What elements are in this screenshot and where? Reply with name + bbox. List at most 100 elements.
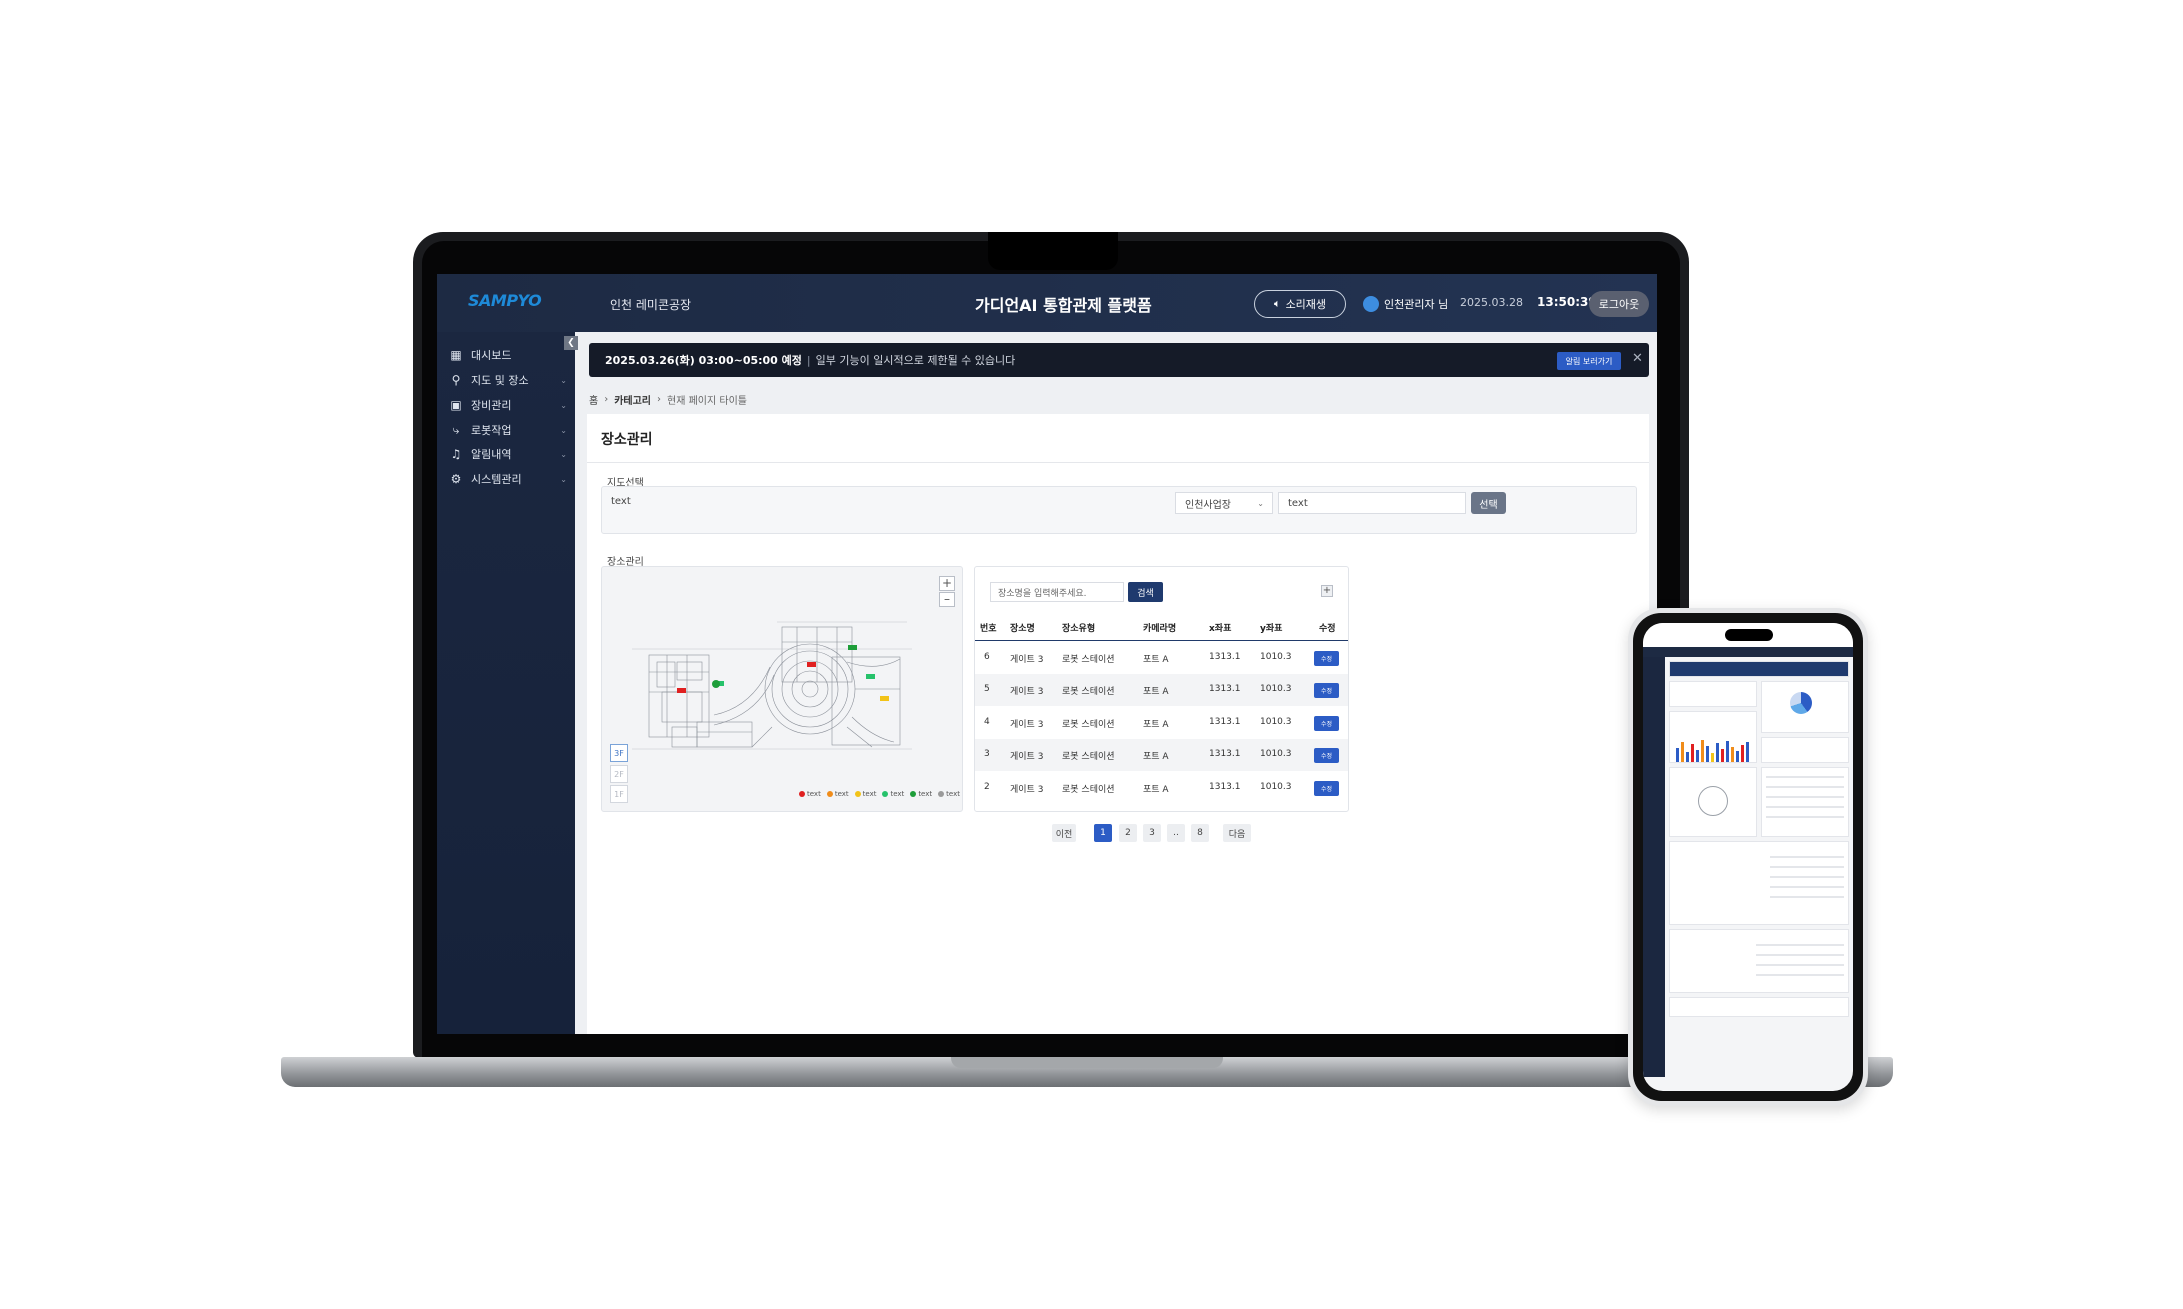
sound-play-button[interactable]: 🔈︎ 소리재생 bbox=[1254, 290, 1346, 318]
edit-button[interactable]: 수정 bbox=[1314, 683, 1339, 698]
next-page-button[interactable]: 다음 bbox=[1223, 824, 1251, 842]
col-camera[interactable]: 카메라명 bbox=[1143, 624, 1177, 634]
page-ellipsis: .. bbox=[1167, 824, 1185, 842]
phone-gauge-card bbox=[1669, 681, 1757, 707]
bell-icon: ♫ bbox=[450, 447, 462, 461]
floor-button-2f[interactable]: 2F bbox=[610, 765, 628, 783]
floor-map-panel[interactable]: + – bbox=[601, 566, 963, 812]
col-no[interactable]: 번호 bbox=[980, 624, 997, 634]
page-button-1[interactable]: 1 bbox=[1094, 824, 1112, 842]
map-select-box: text 인천사업장 ⌄ text 선택 bbox=[601, 486, 1637, 534]
cell-name: 게이트 3 bbox=[1010, 720, 1044, 730]
chevron-right-icon: › bbox=[657, 394, 662, 405]
map-text-input[interactable]: text bbox=[1278, 492, 1466, 514]
legend-dot-icon bbox=[826, 791, 833, 797]
zoom-out-icon[interactable]: – bbox=[939, 592, 955, 607]
breadcrumb-category[interactable]: 카테고리 bbox=[614, 396, 652, 407]
map-select-label: 지도선택 bbox=[607, 478, 644, 489]
logout-button[interactable]: 로그아웃 bbox=[1589, 291, 1649, 317]
site-dropdown[interactable]: 인천사업장 ⌄ bbox=[1175, 492, 1273, 514]
phone-app-sidebar bbox=[1643, 657, 1665, 1077]
table-row[interactable]: 4 게이트 3 로봇 스테이션 포트 A 1313.1 1010.3 수정 bbox=[975, 707, 1348, 739]
current-date: 2025.03.28 bbox=[1460, 296, 1523, 309]
current-time: 13:50:39 bbox=[1537, 295, 1597, 309]
page-button-3[interactable]: 3 bbox=[1143, 824, 1161, 842]
cell-y: 1010.3 bbox=[1260, 782, 1292, 792]
page-button-8[interactable]: 8 bbox=[1191, 824, 1209, 842]
legend-dot-icon bbox=[799, 791, 805, 797]
cell-no: 4 bbox=[984, 717, 990, 727]
page-button-2[interactable]: 2 bbox=[1119, 824, 1137, 842]
sidebar-item-label: 대시보드 bbox=[471, 349, 512, 362]
chevron-down-icon: ⌄ bbox=[560, 400, 567, 410]
close-icon[interactable]: ✕ bbox=[1632, 351, 1643, 366]
chevron-down-icon: ⌄ bbox=[560, 375, 567, 385]
legend-label: text bbox=[862, 790, 877, 798]
floor-button-3f[interactable]: 3F bbox=[610, 744, 628, 762]
sidebar-item-equipment[interactable]: ▣ 장비관리 ⌄ bbox=[437, 390, 575, 420]
col-type[interactable]: 장소유형 bbox=[1062, 624, 1096, 634]
sidebar-item-alerts[interactable]: ♫ 알림내역 ⌄ bbox=[437, 439, 575, 469]
phone-list-line bbox=[1770, 886, 1844, 888]
cell-type: 로봇 스테이션 bbox=[1062, 720, 1115, 730]
edit-button[interactable]: 수정 bbox=[1314, 748, 1339, 763]
title-divider bbox=[587, 462, 1649, 463]
zoom-in-icon[interactable]: + bbox=[939, 576, 955, 591]
marker-red-2[interactable] bbox=[807, 662, 816, 667]
edit-button[interactable]: 수정 bbox=[1314, 781, 1339, 796]
cell-camera: 포트 A bbox=[1143, 785, 1169, 795]
cell-type: 로봇 스테이션 bbox=[1062, 687, 1115, 697]
table-row[interactable]: 6 게이트 3 로봇 스테이션 포트 A 1313.1 1010.3 수정 bbox=[975, 642, 1348, 674]
floor-button-1f[interactable]: 1F bbox=[610, 785, 628, 803]
phone-bar-icon bbox=[1681, 742, 1684, 762]
map-select-text: text bbox=[611, 496, 631, 507]
sidebar-item-system[interactable]: ⚙ 시스템관리 ⌄ bbox=[437, 464, 575, 494]
sidebar-item-dashboard[interactable]: ▦ 대시보드 bbox=[437, 340, 575, 370]
search-button[interactable]: 검색 bbox=[1128, 582, 1163, 602]
marker-red[interactable] bbox=[677, 688, 686, 693]
table-row[interactable]: 2 게이트 3 로봇 스테이션 포트 A 1313.1 1010.3 수정 bbox=[975, 772, 1348, 804]
sidebar-item-robot-work[interactable]: ⤷ 로봇작업 ⌄ bbox=[437, 415, 575, 445]
marker-yellow[interactable] bbox=[880, 696, 889, 701]
prev-page-button[interactable]: 이전 bbox=[1052, 824, 1076, 842]
col-y[interactable]: y좌표 bbox=[1260, 624, 1283, 634]
marker-dark-green[interactable] bbox=[848, 645, 857, 650]
phone-list-line bbox=[1766, 786, 1844, 788]
table-row[interactable]: 3 게이트 3 로봇 스테이션 포트 A 1313.1 1010.3 수정 bbox=[975, 739, 1348, 771]
marker-green-2[interactable] bbox=[866, 674, 875, 679]
breadcrumb: 홈 › 카테고리 › 현재 페이지 타이틀 bbox=[589, 392, 747, 407]
camera-icon: ▣ bbox=[450, 398, 462, 412]
col-x[interactable]: x좌표 bbox=[1209, 624, 1232, 634]
legend-item: text bbox=[854, 790, 877, 798]
grid-icon: ▦ bbox=[450, 348, 462, 362]
col-name[interactable]: 장소명 bbox=[1010, 624, 1035, 634]
sidebar-collapse-icon[interactable]: ❮ bbox=[564, 336, 578, 350]
phone-list-line bbox=[1766, 776, 1844, 778]
phone-bar-icon bbox=[1736, 751, 1739, 762]
select-button[interactable]: 선택 bbox=[1471, 492, 1506, 514]
user-name: 인천관리자 님 bbox=[1384, 298, 1449, 311]
phone-pie-card bbox=[1761, 681, 1849, 733]
edit-button[interactable]: 수정 bbox=[1314, 716, 1339, 731]
cell-x: 1313.1 bbox=[1209, 684, 1241, 694]
phone-footer-card bbox=[1669, 997, 1849, 1017]
cell-type: 로봇 스테이션 bbox=[1062, 785, 1115, 795]
site-name: 인천 레미콘공장 bbox=[610, 298, 692, 312]
phone-list-line bbox=[1756, 974, 1844, 976]
robot-arm-icon: ⤷ bbox=[452, 422, 460, 437]
brand-logo[interactable]: SAMPYO bbox=[468, 291, 542, 310]
edit-button[interactable]: 수정 bbox=[1314, 651, 1339, 666]
phone-bar-icon bbox=[1731, 747, 1734, 762]
table-row[interactable]: 5 게이트 3 로봇 스테이션 포트 A 1313.1 1010.3 수정 bbox=[975, 674, 1348, 706]
phone-list-line bbox=[1756, 944, 1844, 946]
view-alerts-button[interactable]: 알림 보러가기 bbox=[1557, 352, 1621, 370]
cell-y: 1010.3 bbox=[1260, 717, 1292, 727]
phone-map-card bbox=[1669, 767, 1757, 837]
marker-green-dot[interactable] bbox=[712, 680, 720, 688]
breadcrumb-home[interactable]: 홈 bbox=[589, 396, 599, 407]
cell-x: 1313.1 bbox=[1209, 717, 1241, 727]
place-search-input[interactable]: 장소명을 입력해주세요. bbox=[990, 582, 1124, 602]
sidebar-item-map-places[interactable]: ⚲ 지도 및 장소 ⌄ bbox=[437, 365, 575, 395]
add-place-button[interactable]: + bbox=[1321, 585, 1333, 597]
cell-y: 1010.3 bbox=[1260, 684, 1292, 694]
